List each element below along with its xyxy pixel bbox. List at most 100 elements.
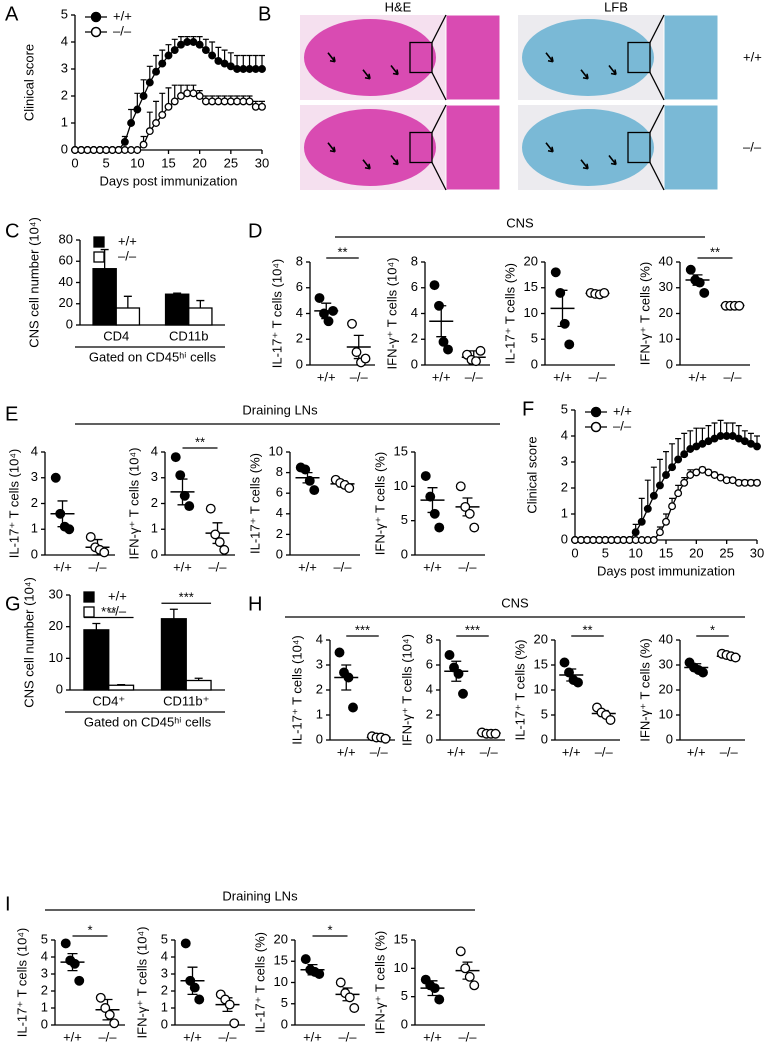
zoom-box <box>409 41 433 74</box>
x-tick-label: –/– <box>350 369 369 384</box>
panel-letter: C <box>5 220 19 242</box>
arrow <box>390 155 399 166</box>
x-tick-label: 25 <box>719 545 733 560</box>
point <box>458 688 468 699</box>
point <box>127 119 136 127</box>
point <box>229 1018 240 1029</box>
point <box>455 481 466 492</box>
y-tick-label: 5 <box>161 931 168 946</box>
y-tick-label: 3 <box>316 656 323 671</box>
arrow <box>580 69 589 80</box>
point <box>649 491 658 500</box>
y-tick-label: 0 <box>426 731 433 746</box>
y-axis-label: IL-17⁺ T cells (10⁴) <box>289 635 304 745</box>
point <box>145 127 154 136</box>
y-tick-label: 0 <box>41 1016 48 1031</box>
x-tick-label: 5 <box>602 545 609 560</box>
zoom-box <box>409 131 433 164</box>
error-bar <box>169 608 178 619</box>
y-tick-label: 4 <box>41 948 48 963</box>
group-label: CNS <box>501 595 529 610</box>
point <box>347 318 357 329</box>
y-tick-label: 4 <box>411 305 418 320</box>
significance-label: *** <box>179 590 194 605</box>
y-axis-label: Clinical score <box>524 436 539 513</box>
zoom-link <box>431 14 447 43</box>
x-axis-label: Gated on CD45ʰⁱ cells <box>84 714 212 729</box>
point <box>109 1018 120 1029</box>
bar <box>160 618 187 691</box>
point <box>214 56 223 65</box>
row-label: +/+ <box>743 49 762 64</box>
legend-swatch <box>590 406 602 418</box>
point <box>555 287 566 298</box>
x-tick-label: 5 <box>103 155 110 170</box>
point <box>694 277 705 288</box>
point <box>460 501 471 512</box>
panel-letter: H <box>248 593 262 615</box>
significance-label: ** <box>582 622 592 637</box>
arrow <box>327 142 336 153</box>
y-tick-label: 4 <box>561 427 568 442</box>
point <box>599 287 610 298</box>
x-tick-label: –/– <box>88 559 107 574</box>
point <box>304 475 315 486</box>
x-tick-label: +/+ <box>183 1029 202 1044</box>
error-bar <box>194 677 203 681</box>
zoom-link <box>649 104 665 133</box>
point <box>425 491 436 502</box>
panel-letter: D <box>248 220 262 242</box>
arrow <box>545 52 554 63</box>
y-tick-label: 15 <box>394 931 408 946</box>
point <box>201 46 210 55</box>
error-bar <box>650 466 657 496</box>
x-tick-label: –/– <box>465 369 484 384</box>
y-tick-label: 2 <box>151 495 158 510</box>
point <box>177 40 185 49</box>
x-tick-label: 10 <box>628 545 642 560</box>
x-tick-label: +/+ <box>423 1029 442 1044</box>
point <box>208 51 217 60</box>
y-tick-label: 30 <box>49 586 63 601</box>
y-tick-label: 3 <box>161 965 168 980</box>
y-tick-label: 0 <box>31 546 38 561</box>
y-tick-label: 5 <box>561 401 568 416</box>
column-title: H&E <box>385 0 412 14</box>
x-axis-label: Days post immunization <box>100 173 238 188</box>
y-tick-label: 0 <box>401 1016 408 1031</box>
legend-label: +/+ <box>613 403 632 418</box>
point <box>380 733 391 744</box>
tissue-section <box>522 109 654 186</box>
point <box>205 503 216 514</box>
y-tick-label: 15 <box>274 953 288 968</box>
arrow <box>580 159 589 170</box>
bar <box>108 684 135 691</box>
point <box>85 532 96 542</box>
point <box>152 119 160 127</box>
y-axis-label: IFN-γ⁺ T cells (%) <box>637 638 652 741</box>
x-tick-label: +/+ <box>432 369 451 384</box>
zoom-link <box>431 72 447 101</box>
legend-label: +/+ <box>108 588 127 603</box>
row-label: –/– <box>743 139 762 154</box>
point <box>164 51 173 60</box>
bar <box>185 679 212 691</box>
y-axis-label: IFN-γ⁺ T cells (%) <box>637 262 652 365</box>
significance-label: * <box>327 922 332 937</box>
point <box>300 464 311 475</box>
error-bar <box>644 479 651 509</box>
y-tick-label: 20 <box>659 681 673 696</box>
x-tick-label: –/– <box>370 744 389 759</box>
point <box>698 667 708 678</box>
point <box>469 980 480 991</box>
point <box>649 536 658 544</box>
point <box>158 59 167 68</box>
y-axis-label: IL-17⁺ T cells (10⁴) <box>269 259 284 369</box>
x-tick-label: CD4⁺ <box>92 693 125 708</box>
legend-label: –/– <box>108 603 127 618</box>
y-tick-label: 4 <box>31 443 38 458</box>
y-tick-label: 8 <box>276 464 283 479</box>
column-title: LFB <box>604 0 628 14</box>
point <box>258 102 266 111</box>
y-tick-label: 2 <box>276 526 283 541</box>
